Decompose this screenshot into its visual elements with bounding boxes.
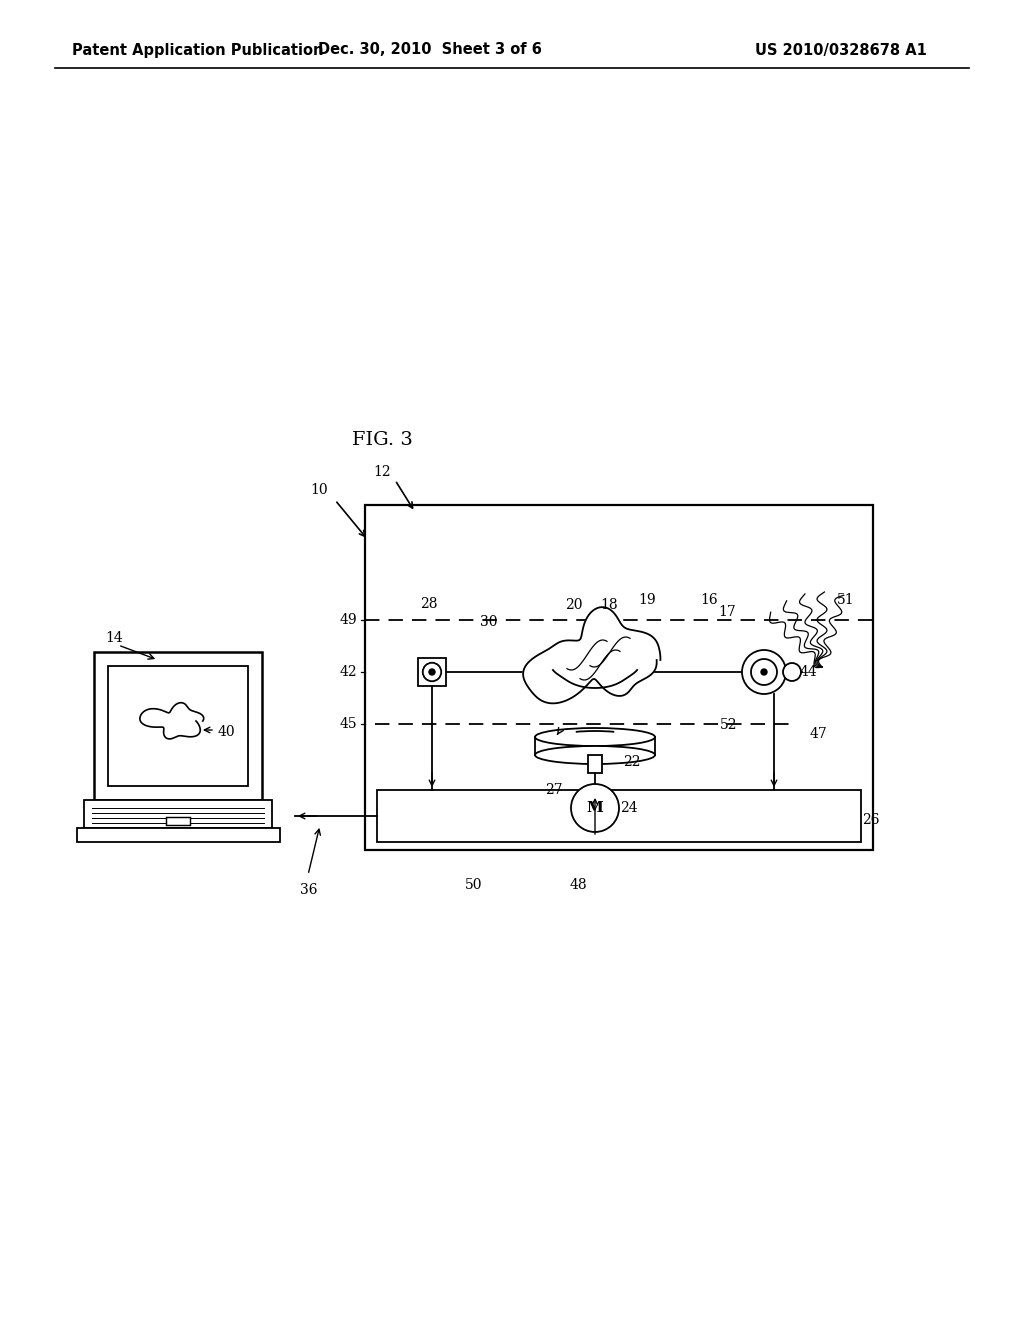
Text: Dec. 30, 2010  Sheet 3 of 6: Dec. 30, 2010 Sheet 3 of 6 — [318, 42, 542, 58]
Text: 47: 47 — [810, 727, 827, 741]
Text: 16: 16 — [700, 593, 718, 607]
Text: 10: 10 — [310, 483, 328, 498]
Text: 17: 17 — [718, 605, 736, 619]
Circle shape — [751, 659, 777, 685]
Text: 22: 22 — [623, 755, 640, 770]
Circle shape — [429, 669, 435, 675]
Text: Patent Application Publication: Patent Application Publication — [72, 42, 324, 58]
Ellipse shape — [535, 729, 655, 746]
Bar — [166, 817, 190, 825]
Text: FIG. 3: FIG. 3 — [352, 432, 413, 449]
Bar — [377, 789, 861, 842]
Bar — [535, 737, 655, 755]
Circle shape — [742, 649, 786, 694]
Text: 42: 42 — [340, 665, 357, 678]
Text: 52: 52 — [720, 718, 737, 733]
Text: M: M — [587, 801, 603, 814]
Polygon shape — [553, 671, 637, 688]
Circle shape — [571, 784, 618, 832]
Polygon shape — [140, 702, 204, 739]
Circle shape — [783, 663, 801, 681]
Bar — [77, 828, 280, 842]
Text: 18: 18 — [600, 598, 617, 612]
Text: US 2010/0328678 A1: US 2010/0328678 A1 — [755, 42, 927, 58]
Bar — [84, 800, 272, 828]
Text: 45: 45 — [340, 717, 357, 731]
Text: 24: 24 — [620, 801, 638, 814]
Text: 28: 28 — [420, 597, 437, 611]
Bar — [418, 657, 446, 686]
Polygon shape — [523, 607, 660, 704]
Text: 36: 36 — [300, 883, 317, 898]
Text: 51: 51 — [837, 593, 855, 607]
Circle shape — [761, 669, 767, 675]
Bar — [108, 667, 248, 785]
Text: 44: 44 — [800, 665, 818, 678]
Text: 49: 49 — [340, 612, 357, 627]
Text: 14: 14 — [105, 631, 123, 645]
Text: 20: 20 — [565, 598, 583, 612]
Text: 27: 27 — [545, 783, 562, 797]
Bar — [588, 755, 602, 774]
Bar — [365, 506, 873, 850]
Bar — [94, 652, 262, 800]
Text: 30: 30 — [480, 615, 498, 630]
Text: 26: 26 — [862, 813, 880, 828]
Circle shape — [423, 663, 441, 681]
Ellipse shape — [535, 746, 655, 764]
Text: 40: 40 — [218, 725, 236, 739]
Text: 12: 12 — [373, 465, 390, 479]
Text: 50: 50 — [465, 878, 482, 892]
Text: 19: 19 — [638, 593, 655, 607]
Text: 48: 48 — [570, 878, 588, 892]
